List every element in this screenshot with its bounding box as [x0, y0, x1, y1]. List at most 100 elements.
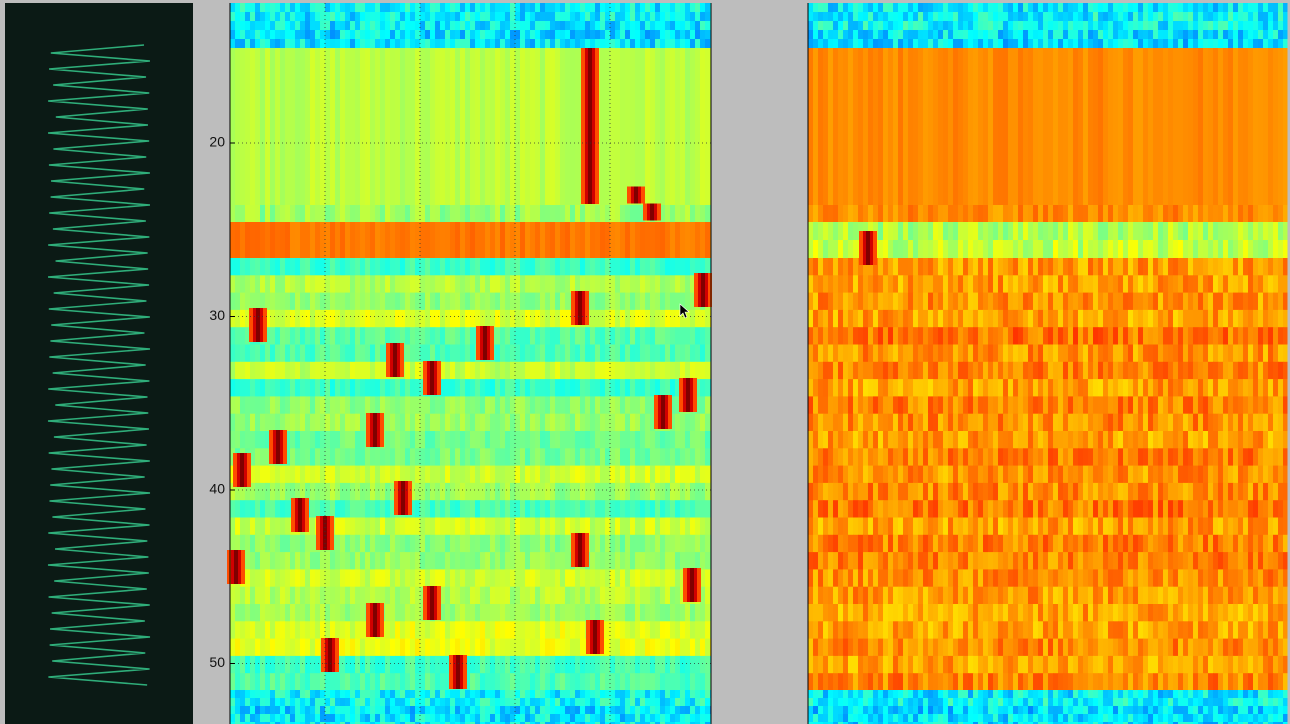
heatmap-cell — [495, 706, 501, 715]
heatmap-cell — [590, 205, 596, 223]
heatmap-cell — [460, 3, 466, 13]
heatmap-cell — [575, 673, 581, 690]
heatmap-cell — [655, 310, 661, 328]
heatmap-cell — [630, 500, 636, 518]
heatmap-cell — [350, 500, 356, 518]
heatmap-cell — [695, 698, 701, 707]
heatmap-cell — [465, 569, 471, 587]
heatmap-cell — [545, 552, 551, 570]
heatmap-cell — [978, 275, 984, 293]
heatmap-cell — [1113, 258, 1119, 276]
heatmap-cell — [580, 673, 586, 690]
heatmap-cell — [290, 639, 296, 657]
heatmap-cell — [405, 714, 411, 723]
heatmap-cell — [455, 345, 461, 363]
heatmap-peak-core — [456, 655, 460, 689]
heatmap-cell — [635, 483, 641, 501]
heatmap-cell — [695, 21, 701, 31]
heatmap-cell — [250, 690, 256, 699]
heatmap-cell — [390, 39, 396, 49]
heatmap-cell — [670, 222, 676, 259]
heatmap-cell — [305, 396, 311, 414]
heatmap-cell — [535, 690, 541, 699]
heatmap-cell — [435, 483, 441, 501]
heatmap-cell — [680, 275, 686, 293]
heatmap-cell — [480, 690, 486, 699]
heatmap-cell — [315, 379, 321, 397]
heatmap-cell — [665, 569, 671, 587]
heatmap-cell — [375, 222, 381, 259]
heatmap-cell — [1053, 240, 1059, 259]
heatmap-cell — [460, 466, 466, 484]
heatmap-cell — [420, 535, 426, 553]
heatmap-cell — [823, 240, 829, 259]
heatmap-cell — [888, 21, 894, 31]
heatmap-cell — [405, 431, 411, 449]
heatmap-cell — [1073, 21, 1079, 31]
heatmap-cell — [858, 293, 864, 311]
heatmap-cell — [1278, 30, 1284, 40]
heatmap-cell — [255, 39, 261, 49]
heatmap-cell — [700, 3, 706, 13]
heatmap-cell — [315, 48, 321, 206]
heatmap-cell — [550, 258, 556, 276]
heatmap-cell — [435, 714, 441, 723]
heatmap-cell — [520, 379, 526, 397]
heatmap-cell — [570, 639, 576, 657]
heatmap-cell — [978, 3, 984, 13]
heatmap-cell — [430, 39, 436, 49]
heatmap-cell — [978, 240, 984, 259]
heatmap-cell — [365, 362, 371, 380]
heatmap-cell — [1018, 30, 1024, 40]
heatmap-cell — [1208, 12, 1214, 22]
heatmap-cell — [1048, 222, 1054, 241]
heatmap-cell — [1233, 12, 1239, 22]
heatmap-cell — [440, 275, 446, 293]
heatmap-cell — [285, 483, 291, 501]
heatmap-cell — [560, 431, 566, 449]
heatmap-cell — [450, 12, 456, 22]
heatmap-cell — [565, 379, 571, 397]
heatmap-cell — [420, 310, 426, 328]
heatmap-cell — [680, 39, 686, 49]
heatmap-cell — [505, 466, 511, 484]
heatmap-cell — [335, 518, 341, 536]
heatmap-cell — [485, 12, 491, 22]
heatmap-cell — [235, 656, 241, 674]
heatmap-cell — [1168, 48, 1174, 206]
heatmap-cell — [310, 535, 316, 553]
heatmap-cell — [445, 222, 451, 259]
heatmap-cell — [580, 604, 586, 622]
heatmap-cell — [1148, 3, 1154, 13]
heatmap-cell — [675, 345, 681, 363]
heatmap-cell — [355, 205, 361, 223]
heatmap-cell — [948, 205, 954, 223]
heatmap-cell — [685, 518, 691, 536]
heatmap-cell — [650, 39, 656, 49]
heatmap-cell — [315, 222, 321, 259]
heatmap-cell — [545, 396, 551, 414]
heatmap-cell — [903, 21, 909, 31]
heatmap-cell — [660, 362, 666, 380]
heatmap-cell — [1218, 222, 1224, 241]
heatmap-cell — [685, 345, 691, 363]
heatmap-cell — [455, 698, 461, 707]
heatmap-cell — [575, 431, 581, 449]
heatmap-cell — [1028, 240, 1034, 259]
heatmap-cell — [928, 275, 934, 293]
heatmap-cell — [345, 552, 351, 570]
heatmap-cell — [1023, 48, 1029, 206]
heatmap-cell — [1123, 39, 1129, 49]
heatmap-cell — [883, 205, 889, 223]
heatmap-cell — [923, 275, 929, 293]
heatmap-cell — [490, 518, 496, 536]
heatmap-cell — [685, 673, 691, 690]
heatmap-cell — [575, 714, 581, 723]
heatmap-cell — [435, 518, 441, 536]
heatmap-cell — [375, 258, 381, 276]
heatmap-cell — [330, 30, 336, 40]
heatmap-cell — [410, 639, 416, 657]
heatmap-cell — [280, 587, 286, 605]
heatmap-cell — [1178, 30, 1184, 40]
heatmap-cell — [640, 656, 646, 674]
